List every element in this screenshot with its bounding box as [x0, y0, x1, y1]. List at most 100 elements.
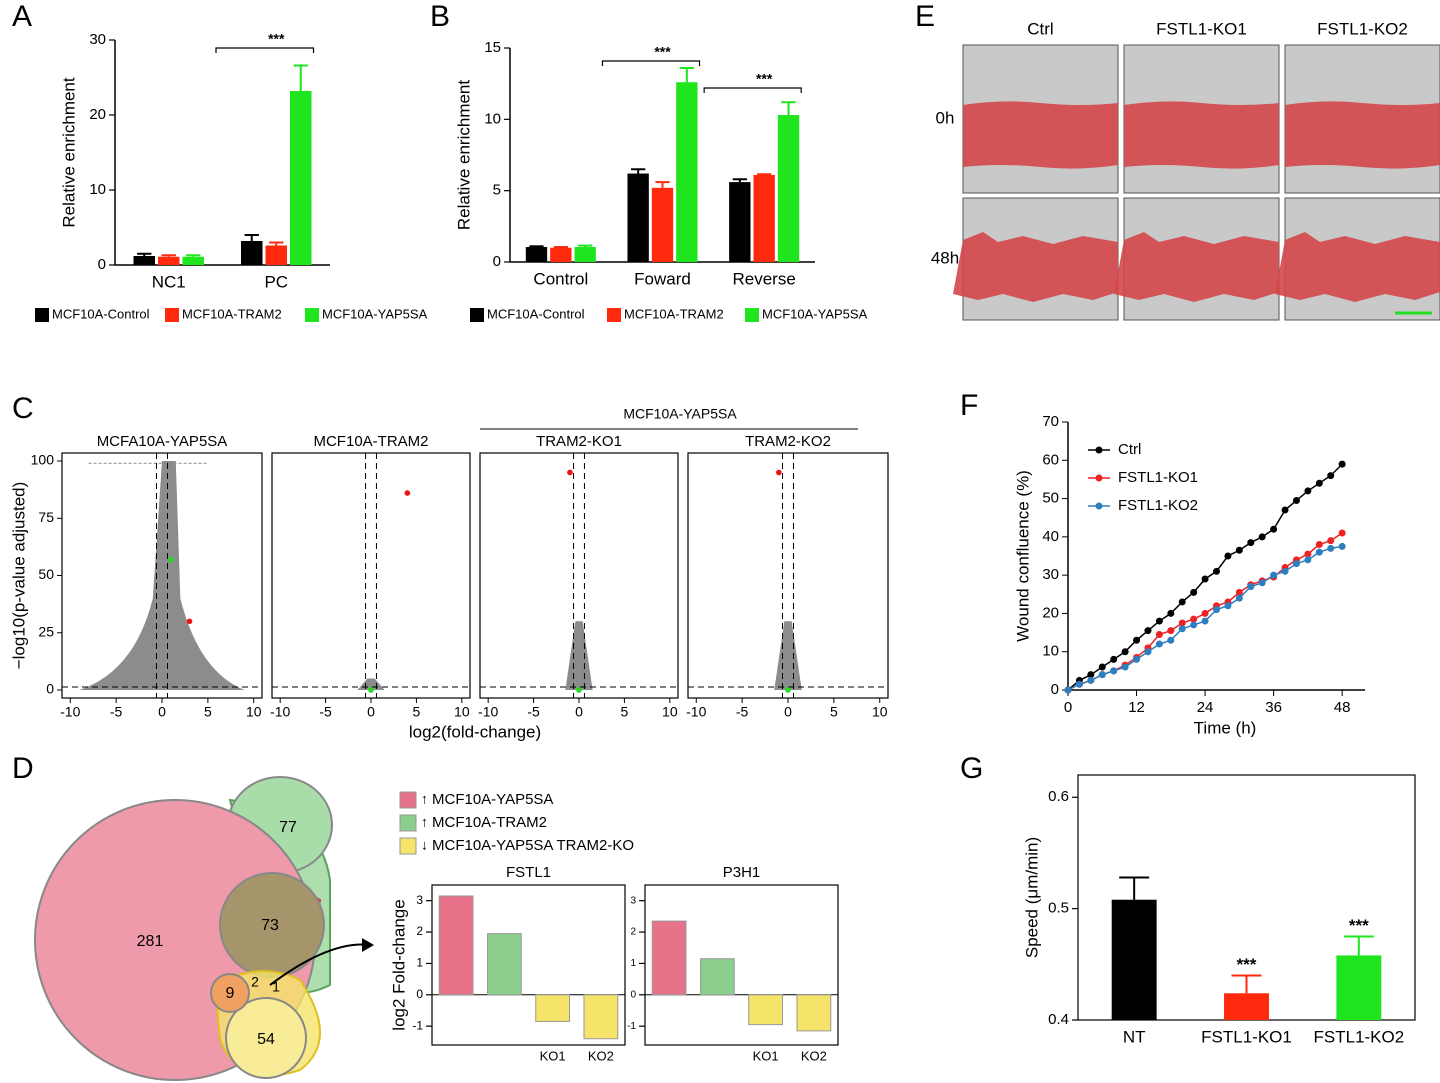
y-tick-label: 5: [493, 182, 501, 199]
point: [1167, 636, 1175, 644]
bar: [651, 187, 674, 262]
column-label: FSTL1-KO2: [1317, 19, 1408, 38]
venn-count: 9: [226, 985, 235, 1002]
column-label: Ctrl: [1027, 19, 1053, 38]
point: [1098, 663, 1106, 671]
point: [1087, 671, 1095, 679]
x-axis-label: log2(fold-change): [409, 722, 541, 741]
y-tick-label: 70: [1042, 413, 1059, 430]
panel-label: F: [960, 389, 978, 422]
y-tick-label: 50: [38, 566, 54, 582]
point: [1178, 625, 1186, 633]
bar: [525, 247, 548, 262]
bar: [290, 91, 312, 265]
y-tick-label: 15: [484, 39, 501, 56]
panel-label: D: [12, 752, 34, 785]
legend-swatch: [745, 308, 759, 322]
point: [168, 556, 174, 563]
chart-title: P3H1: [723, 864, 761, 881]
point: [1144, 648, 1152, 656]
bar: [486, 933, 522, 996]
venn-count: 2: [251, 974, 259, 990]
subplot-title: MCFA10A-YAP5SA: [97, 433, 228, 450]
x-tick-label: Control: [533, 269, 588, 288]
wound-area: [1114, 232, 1279, 302]
point: [1247, 583, 1255, 591]
significance-label: ***: [268, 31, 285, 47]
x-tick-label: -5: [736, 704, 749, 720]
arrow: [269, 943, 371, 986]
y-axis-label: log2 Fold-change: [389, 899, 408, 1030]
point: [785, 687, 791, 693]
bar: [676, 82, 698, 263]
point: [1304, 556, 1312, 564]
x-tick-label: -10: [270, 704, 290, 720]
legend-swatch: [399, 837, 417, 855]
y-tick-label: 3: [416, 893, 423, 907]
point: [1110, 667, 1118, 675]
bar: [133, 256, 155, 265]
x-tick-label: KO2: [588, 1048, 614, 1063]
x-tick-label: 0: [1064, 699, 1072, 716]
subplot-title: MCF10A-TRAM2: [313, 433, 428, 450]
legend-marker: [1095, 474, 1103, 482]
point: [1258, 579, 1266, 587]
y-axis-label: Relative enrichment: [454, 80, 473, 231]
y-tick-label: 20: [1042, 604, 1059, 621]
point: [1098, 671, 1106, 679]
venn-count: 77: [279, 819, 297, 836]
row-label: 48h: [931, 248, 959, 267]
x-tick-label: 0: [367, 704, 375, 720]
point: [1338, 460, 1346, 468]
legend-label: MCF10A-TRAM2: [624, 306, 724, 321]
y-tick-label: 0: [1051, 681, 1059, 698]
significance-bracket: [601, 60, 701, 66]
bar: [699, 958, 735, 996]
point: [1247, 539, 1255, 547]
point-cloud: [774, 621, 802, 690]
point: [1213, 606, 1220, 614]
venn-count: 54: [257, 1031, 275, 1048]
y-tick-label: 30: [1042, 566, 1059, 583]
point-cloud: [565, 621, 593, 690]
point-cloud: [79, 461, 245, 690]
point: [1292, 496, 1300, 504]
y-tick-label: 10: [1042, 643, 1059, 660]
point: [1110, 655, 1118, 663]
x-tick-label: 12: [1128, 699, 1145, 716]
significance-bracket: [215, 47, 315, 53]
bar: [583, 994, 619, 1040]
wound-area: [953, 232, 1118, 302]
venn-circle: [225, 997, 307, 1079]
x-tick-label: -10: [478, 704, 498, 720]
bar: [796, 994, 832, 1032]
point: [1155, 617, 1163, 625]
legend-label: MCF10A-YAP5SA: [322, 306, 428, 321]
x-tick-label: PC: [264, 272, 288, 291]
legend-swatch: [470, 308, 484, 322]
legend-arrow: ↑: [421, 791, 428, 807]
y-tick-label: 0: [98, 256, 106, 273]
y-tick-label: 0: [416, 987, 423, 1001]
arrow-head: [362, 938, 374, 952]
x-tick-label: 5: [621, 704, 629, 720]
significance-label: ***: [654, 44, 671, 60]
point: [1201, 617, 1209, 625]
bar: [729, 182, 751, 262]
x-tick-label: 5: [413, 704, 421, 720]
y-tick-label: 100: [31, 452, 55, 468]
venn-count: 73: [261, 917, 279, 934]
x-tick-label: FSTL1-KO2: [1313, 1027, 1404, 1046]
point: [1190, 621, 1198, 629]
x-tick-label: -10: [60, 704, 80, 720]
x-tick-label: NT: [1123, 1027, 1146, 1046]
x-tick-label: NC1: [152, 272, 186, 291]
point: [1304, 487, 1312, 495]
point: [1201, 575, 1209, 583]
subplot-title: TRAM2-KO1: [536, 433, 622, 450]
point: [1327, 544, 1335, 552]
significance-bracket: [703, 87, 802, 93]
legend-swatch: [399, 791, 417, 809]
point: [1213, 567, 1220, 575]
